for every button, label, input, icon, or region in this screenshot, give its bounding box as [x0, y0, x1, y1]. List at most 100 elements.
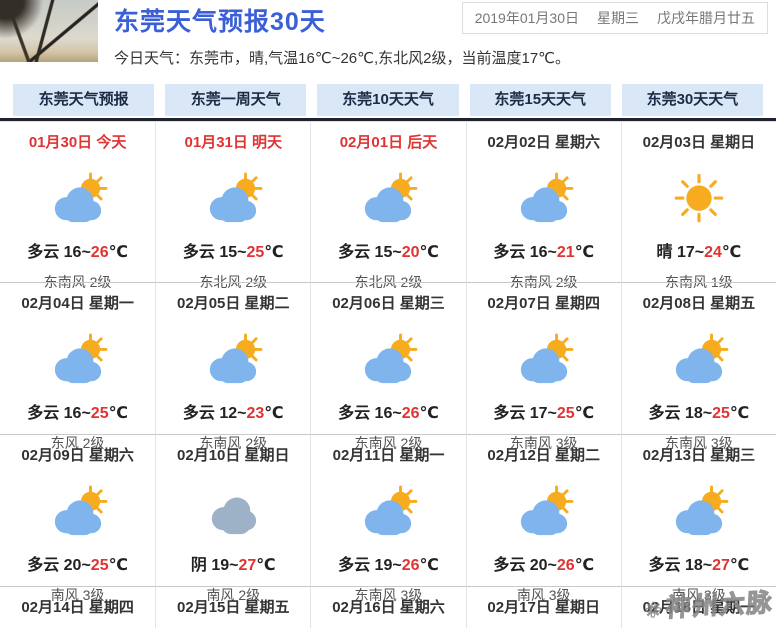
forecast-cell[interactable]: 02月10日 星期日阴 19~27℃ 南风 2级	[155, 434, 311, 603]
page-header: 东莞天气预报30天 2019年01月30日 星期三 戊戌年腊月廿五 今日天气：东…	[0, 0, 776, 84]
high-temp: 25	[90, 405, 109, 422]
forecast-cell[interactable]: 02月05日 星期二 多云 12~23℃ 东南风 2级	[155, 282, 311, 451]
wind-text: 南风 3级	[516, 587, 571, 603]
lunar-date: 戊戌年腊月廿五	[657, 10, 755, 26]
cell-date: 02月09日 星期六	[21, 447, 134, 464]
wind-text: 南风 3级	[672, 587, 726, 603]
sparkle-icon: ❉	[644, 599, 665, 623]
tab-week[interactable]: 东莞一周天气	[165, 84, 307, 116]
wind-text: 东南风 3级	[354, 587, 423, 603]
high-temp: 26	[556, 557, 575, 574]
cloud-icon	[156, 479, 310, 545]
forecast-cell[interactable]: 02月18日 星期一	[620, 586, 776, 628]
temperature-text: 多云 16~26℃	[27, 244, 128, 261]
high-temp: 20	[401, 244, 420, 261]
cloudy-sun-icon	[311, 166, 465, 232]
temperature-text: 多云 18~25℃	[648, 405, 750, 422]
sun-icon	[622, 166, 776, 232]
current-date-box: 2019年01月30日 星期三 戊戌年腊月廿五	[461, 2, 768, 34]
forecast-cell[interactable]: 02月03日 星期日晴 17~24℃ 东南风 1级	[620, 122, 776, 290]
current-date: 2019年01月30日	[474, 10, 579, 26]
page-title: 东莞天气预报30天	[114, 8, 326, 36]
wind-text: 东南风 3级	[509, 435, 578, 451]
tab-10day[interactable]: 东莞10天天气	[317, 84, 459, 116]
cell-date: 02月18日 星期一	[642, 599, 756, 616]
forecast-cell[interactable]: 02月01日 后天 多云 15~20℃ 东北风 2级	[310, 122, 465, 290]
cell-date: 02月05日 星期二	[177, 295, 290, 312]
temperature-text: 多云 15~20℃	[338, 244, 439, 261]
wind-text: 南风 3级	[50, 587, 105, 603]
high-temp: 24	[704, 244, 722, 261]
wind-text: 东南风 2级	[199, 435, 268, 451]
cell-date: 02月06日 星期三	[332, 295, 445, 312]
high-temp: 26	[401, 557, 420, 574]
forecast-cell[interactable]: 02月16日 星期六	[310, 586, 466, 628]
forecast-cell[interactable]: 01月31日 明天 多云 15~25℃ 东北风 2级	[155, 122, 310, 290]
tab-15day[interactable]: 东莞15天天气	[469, 84, 611, 116]
forecast-cell[interactable]: 02月07日 星期四 多云 17~25℃ 东南风 3级	[465, 282, 621, 451]
forecast-cell[interactable]: 02月13日 星期三 多云 18~27℃ 南风 3级	[620, 434, 776, 603]
cell-date: 02月04日 星期一	[21, 295, 134, 312]
cloudy-sun-icon	[0, 327, 155, 393]
tabs-underline	[0, 118, 776, 121]
wind-text: 东南风 3级	[665, 435, 733, 451]
high-temp: 26	[90, 244, 109, 261]
forecast-cell[interactable]: 02月02日 星期六 多云 16~21℃ 东南风 2级	[465, 122, 621, 290]
high-temp: 25	[712, 405, 730, 422]
cell-date: 02月11日 星期一	[332, 447, 445, 464]
wind-text: 东南风 2级	[354, 435, 423, 451]
cell-date: 01月30日 今天	[28, 134, 127, 151]
watermark: ❉神州六脉	[644, 583, 775, 626]
high-temp: 27	[238, 557, 257, 574]
high-temp: 25	[90, 557, 109, 574]
temperature-text: 多云 12~23℃	[182, 405, 284, 422]
forecast-cell[interactable]: 02月15日 星期五	[155, 586, 311, 628]
high-temp: 26	[401, 405, 420, 422]
cell-date: 02月10日 星期日	[177, 447, 290, 464]
cloudy-sun-icon	[622, 327, 776, 393]
temperature-text: 多云 18~27℃	[648, 557, 750, 574]
current-weekday: 星期三	[597, 10, 639, 26]
cell-date: 02月07日 星期四	[487, 295, 600, 312]
wind-text: 东风 2级	[50, 435, 105, 451]
forecast-cell[interactable]: 01月30日 今天 多云 16~26℃ 东南风 2级	[0, 122, 155, 290]
temperature-text: 多云 20~25℃	[27, 557, 128, 574]
temperature-text: 多云 20~26℃	[493, 557, 595, 574]
temperature-text: 阴 19~27℃	[190, 557, 276, 574]
cell-date: 02月02日 星期六	[487, 134, 600, 151]
cloudy-sun-icon	[311, 327, 465, 393]
forecast-cell[interactable]: 02月12日 星期二 多云 20~26℃ 南风 3级	[465, 434, 621, 603]
temperature-text: 多云 15~25℃	[182, 244, 284, 261]
cell-date: 02月01日 后天	[339, 134, 438, 151]
tab-30day[interactable]: 东莞30天天气	[621, 84, 764, 116]
temperature-text: 多云 16~21℃	[493, 244, 595, 261]
forecast-cell[interactable]: 02月09日 星期六 多云 20~25℃ 南风 3级	[0, 434, 156, 603]
temperature-text: 晴 17~24℃	[656, 244, 742, 261]
temperature-text: 多云 16~25℃	[27, 405, 128, 422]
cloudy-sun-icon	[622, 479, 776, 545]
cell-date: 02月13日 星期三	[642, 447, 756, 464]
cell-date: 02月17日 星期日	[487, 599, 600, 616]
forecast-cell[interactable]: 02月14日 星期四	[0, 586, 156, 628]
forecast-grid: 01月30日 今天 多云 16~26℃ 东南风 2级 01月31日 明天 多云 15~2…	[0, 121, 776, 628]
high-temp: 25	[246, 244, 265, 261]
cell-date: 02月12日 星期二	[487, 447, 600, 464]
temperature-text: 多云 16~26℃	[338, 405, 439, 422]
cell-date: 02月15日 星期五	[177, 599, 290, 616]
wind-text: 南风 2级	[206, 587, 261, 603]
forecast-cell[interactable]: 02月11日 星期一 多云 19~26℃ 东南风 3级	[310, 434, 466, 603]
forecast-cell[interactable]: 02月06日 星期三 多云 16~26℃ 东南风 2级	[310, 282, 466, 451]
forecast-cell[interactable]: 02月08日 星期五 多云 18~25℃ 东南风 3级	[620, 282, 776, 451]
cloudy-sun-icon	[311, 479, 465, 545]
cell-date: 02月16日 星期六	[332, 599, 445, 616]
high-temp: 27	[712, 557, 730, 574]
cell-date: 02月03日 星期日	[642, 134, 756, 151]
tab-forecast[interactable]: 东莞天气预报	[13, 84, 155, 116]
high-temp: 25	[556, 405, 575, 422]
high-temp: 23	[246, 405, 265, 422]
cloudy-sun-icon	[156, 166, 310, 232]
temperature-text: 多云 19~26℃	[338, 557, 439, 574]
forecast-cell[interactable]: 02月17日 星期日	[465, 586, 621, 628]
today-weather-summary: 今日天气：东莞市，晴,气温16℃~26℃,东北风2级，当前温度17℃。	[114, 50, 571, 67]
forecast-cell[interactable]: 02月04日 星期一 多云 16~25℃ 东风 2级	[0, 282, 156, 451]
